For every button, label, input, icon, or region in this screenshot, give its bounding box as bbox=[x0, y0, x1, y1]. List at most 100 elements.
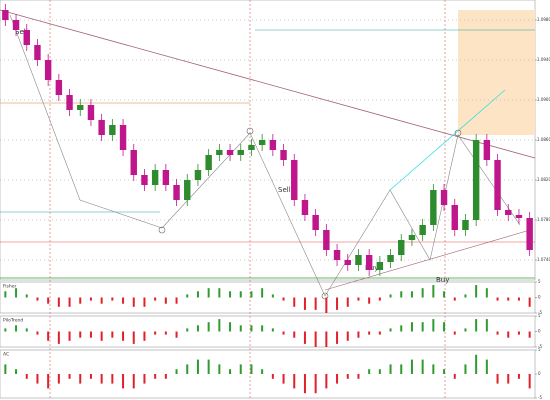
histogram-bar bbox=[400, 364, 403, 374]
candle-body bbox=[55, 80, 63, 95]
histogram-bar bbox=[443, 322, 446, 332]
candle-body bbox=[77, 105, 84, 110]
y-tick-label: 0 bbox=[538, 329, 541, 334]
histogram-bar bbox=[218, 288, 221, 298]
pane-title: PiloTrend bbox=[3, 318, 23, 324]
histogram-bar bbox=[164, 374, 167, 379]
candle-body bbox=[2, 10, 9, 20]
histogram-bar bbox=[239, 325, 242, 332]
candle-body bbox=[387, 255, 394, 262]
candle-body bbox=[365, 255, 373, 270]
histogram-bar bbox=[196, 359, 199, 374]
histogram-bar bbox=[325, 331, 328, 347]
histogram-bar bbox=[207, 288, 210, 298]
histogram-bar bbox=[132, 331, 135, 344]
histogram-bar bbox=[517, 331, 520, 335]
histogram-bar bbox=[57, 331, 60, 344]
histogram-bar bbox=[175, 331, 178, 338]
candle-body bbox=[44, 60, 52, 80]
histogram-bar bbox=[261, 288, 264, 298]
candle-body bbox=[151, 170, 159, 185]
histogram-bar bbox=[432, 285, 435, 298]
candle-body bbox=[216, 150, 223, 155]
candle-body bbox=[355, 255, 362, 265]
histogram-bar bbox=[186, 294, 189, 298]
histogram-bar bbox=[368, 297, 371, 304]
histogram-bar bbox=[325, 297, 328, 313]
histogram-bar bbox=[164, 297, 167, 304]
histogram-bar bbox=[485, 319, 488, 332]
histogram-bar bbox=[325, 374, 328, 389]
histogram-bar bbox=[25, 294, 28, 298]
candle-body bbox=[226, 150, 234, 155]
histogram-bar bbox=[432, 319, 435, 332]
histogram-bar bbox=[100, 331, 103, 341]
candle-body bbox=[344, 260, 351, 265]
candle-body bbox=[12, 20, 20, 30]
histogram-bar bbox=[496, 297, 499, 301]
candle-body bbox=[301, 200, 309, 215]
annotation: Sell bbox=[15, 28, 28, 36]
zigzag bbox=[9, 14, 521, 297]
y-tick-label: 0 bbox=[538, 371, 541, 376]
histogram-bar bbox=[89, 297, 92, 301]
histogram-bar bbox=[132, 374, 135, 389]
histogram-bar bbox=[154, 297, 157, 301]
histogram-bar bbox=[186, 328, 189, 332]
histogram-bar bbox=[303, 297, 306, 310]
candle-body bbox=[440, 190, 448, 205]
histogram-bar bbox=[389, 364, 392, 374]
candle-body bbox=[173, 185, 180, 200]
candle-body bbox=[291, 160, 298, 200]
histogram-bar bbox=[196, 291, 199, 298]
histogram-bar bbox=[485, 288, 488, 298]
histogram-bar bbox=[517, 374, 520, 379]
histogram-bar bbox=[517, 297, 520, 301]
histogram-bar bbox=[421, 359, 424, 374]
histogram-bar bbox=[271, 374, 274, 379]
candle-body bbox=[408, 235, 416, 240]
candle-body bbox=[312, 215, 319, 230]
candle-body bbox=[130, 150, 137, 175]
histogram-bar bbox=[346, 297, 349, 307]
histogram-bar bbox=[154, 331, 157, 335]
candle-body bbox=[23, 30, 30, 45]
candle-body bbox=[323, 230, 330, 250]
y-tick-label: 1.0860 bbox=[537, 137, 550, 142]
histogram-bar bbox=[111, 297, 114, 301]
candle-body bbox=[109, 125, 116, 135]
candle-body bbox=[419, 225, 426, 235]
candle-body bbox=[98, 120, 105, 135]
histogram-bar bbox=[421, 322, 424, 332]
histogram-bar bbox=[57, 297, 60, 307]
histogram-bar bbox=[303, 331, 306, 344]
histogram-bar bbox=[389, 328, 392, 332]
histogram-bar bbox=[507, 297, 510, 301]
histogram-bar bbox=[464, 328, 467, 332]
pane-title: Fisher bbox=[3, 284, 16, 290]
histogram-bar bbox=[15, 369, 18, 374]
candle-body bbox=[162, 170, 170, 185]
histogram-bar bbox=[475, 285, 478, 298]
y-tick-label: 5 bbox=[538, 347, 541, 352]
histogram-bar bbox=[400, 325, 403, 332]
histogram-bar bbox=[132, 297, 135, 307]
histogram-bar bbox=[410, 359, 413, 374]
y-tick-label: 1.0740 bbox=[537, 257, 550, 262]
trend-line bbox=[389, 89, 506, 191]
candle-body bbox=[269, 140, 277, 150]
candle-body bbox=[119, 125, 127, 150]
candle-body bbox=[430, 190, 437, 225]
histogram-bar bbox=[122, 297, 125, 304]
y-tick-label: 5 bbox=[538, 313, 541, 318]
histogram-bar bbox=[229, 322, 232, 332]
annotation: Sell bbox=[278, 186, 291, 194]
histogram-bar bbox=[357, 374, 360, 379]
histogram-bar bbox=[47, 374, 50, 389]
histogram-bar bbox=[496, 374, 499, 384]
candle-body bbox=[483, 140, 491, 160]
candle-body bbox=[462, 220, 469, 230]
histogram-bar bbox=[4, 364, 7, 374]
histogram-bar bbox=[314, 374, 317, 394]
candle-body bbox=[205, 155, 212, 170]
